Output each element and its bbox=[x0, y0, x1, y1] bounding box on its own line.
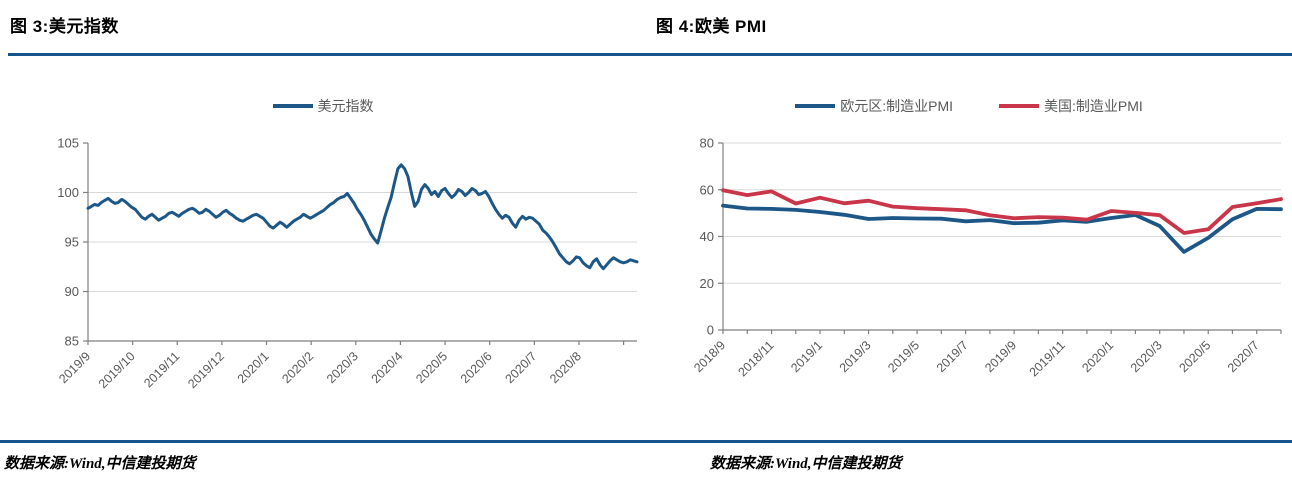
y-tick-label: 100 bbox=[57, 185, 79, 200]
x-tick-label: 2020/8 bbox=[547, 349, 584, 386]
legend-item-us-pmi: 美国:制造业PMI bbox=[999, 96, 1143, 116]
legend-item-usd-index: 美元指数 bbox=[272, 96, 374, 116]
x-tick-label: 2020/1 bbox=[235, 349, 272, 386]
legend-item-eurozone-pmi: 欧元区:制造业PMI bbox=[795, 96, 953, 116]
x-tick-label: 2019/11 bbox=[141, 349, 182, 390]
top-divider-rule bbox=[8, 53, 1292, 56]
legend-pmi: 欧元区:制造业PMI 美国:制造业PMI bbox=[646, 96, 1292, 116]
y-tick-label: 85 bbox=[65, 334, 79, 349]
x-tick-label: 2020/6 bbox=[458, 349, 495, 386]
x-tick-label: 2020/2 bbox=[279, 349, 316, 386]
legend-usd-index: 美元指数 bbox=[0, 96, 646, 116]
x-tick-label: 2019/9 bbox=[982, 338, 1019, 375]
bottom-divider-rule bbox=[0, 440, 1292, 443]
y-tick-label: 80 bbox=[700, 136, 714, 151]
legend-line-swatch-red bbox=[999, 104, 1039, 108]
series-line bbox=[721, 203, 1283, 254]
x-tick-label: 2020/3 bbox=[324, 349, 361, 386]
x-tick-label: 2019/11 bbox=[1027, 338, 1068, 379]
series-line bbox=[86, 163, 639, 271]
legend-line-swatch-blue bbox=[795, 104, 836, 108]
y-tick-label: 105 bbox=[57, 136, 79, 151]
legend-label-usd-index: 美元指数 bbox=[317, 98, 374, 114]
legend-label-us-pmi: 美国:制造业PMI bbox=[1044, 98, 1143, 114]
y-tick-label: 95 bbox=[65, 235, 79, 250]
x-tick-label: 2020/5 bbox=[413, 349, 450, 386]
x-tick-label: 2019/1 bbox=[788, 338, 825, 375]
series-line bbox=[721, 188, 1283, 235]
x-tick-label: 2020/3 bbox=[1128, 338, 1165, 375]
x-tick-label: 2019/3 bbox=[837, 338, 874, 375]
x-tick-label: 2020/7 bbox=[503, 349, 540, 386]
x-tick-label: 2019/7 bbox=[934, 338, 971, 375]
y-tick-label: 90 bbox=[65, 284, 79, 299]
figure3-title: 图 3:美元指数 bbox=[10, 17, 119, 36]
figure3-source-note: 数据来源:Wind,中信建投期货 bbox=[4, 456, 196, 472]
x-tick-label: 2018/11 bbox=[735, 338, 776, 379]
pmi-chart: 0 20 40 60 80 2018/9 2018/11 2019/1 2019/3 2019/5… bbox=[691, 136, 1283, 379]
x-tick-label: 2019/12 bbox=[185, 349, 227, 391]
figure4-title: 图 4:欧美 PMI bbox=[656, 17, 767, 36]
x-tick-label: 2019/10 bbox=[96, 349, 138, 391]
x-tick-label: 2019/5 bbox=[885, 338, 922, 375]
x-tick-label: 2020/1 bbox=[1079, 338, 1116, 375]
legend-label-eurozone-pmi: 欧元区:制造业PMI bbox=[840, 98, 953, 114]
y-tick-label: 40 bbox=[700, 229, 714, 244]
y-tick-label: 0 bbox=[707, 323, 714, 338]
x-tick-label: 2019/9 bbox=[56, 349, 93, 386]
x-tick-label: 2018/9 bbox=[691, 338, 728, 375]
y-tick-label: 20 bbox=[700, 276, 714, 291]
x-tick-label: 2020/7 bbox=[1225, 338, 1262, 375]
x-tick-label: 2020/5 bbox=[1176, 338, 1213, 375]
figure4-source-note: 数据来源:Wind,中信建投期货 bbox=[710, 456, 902, 472]
y-tick-label: 60 bbox=[700, 182, 714, 197]
legend-line-swatch-blue bbox=[272, 104, 313, 108]
x-tick-label: 2020/4 bbox=[369, 349, 406, 386]
